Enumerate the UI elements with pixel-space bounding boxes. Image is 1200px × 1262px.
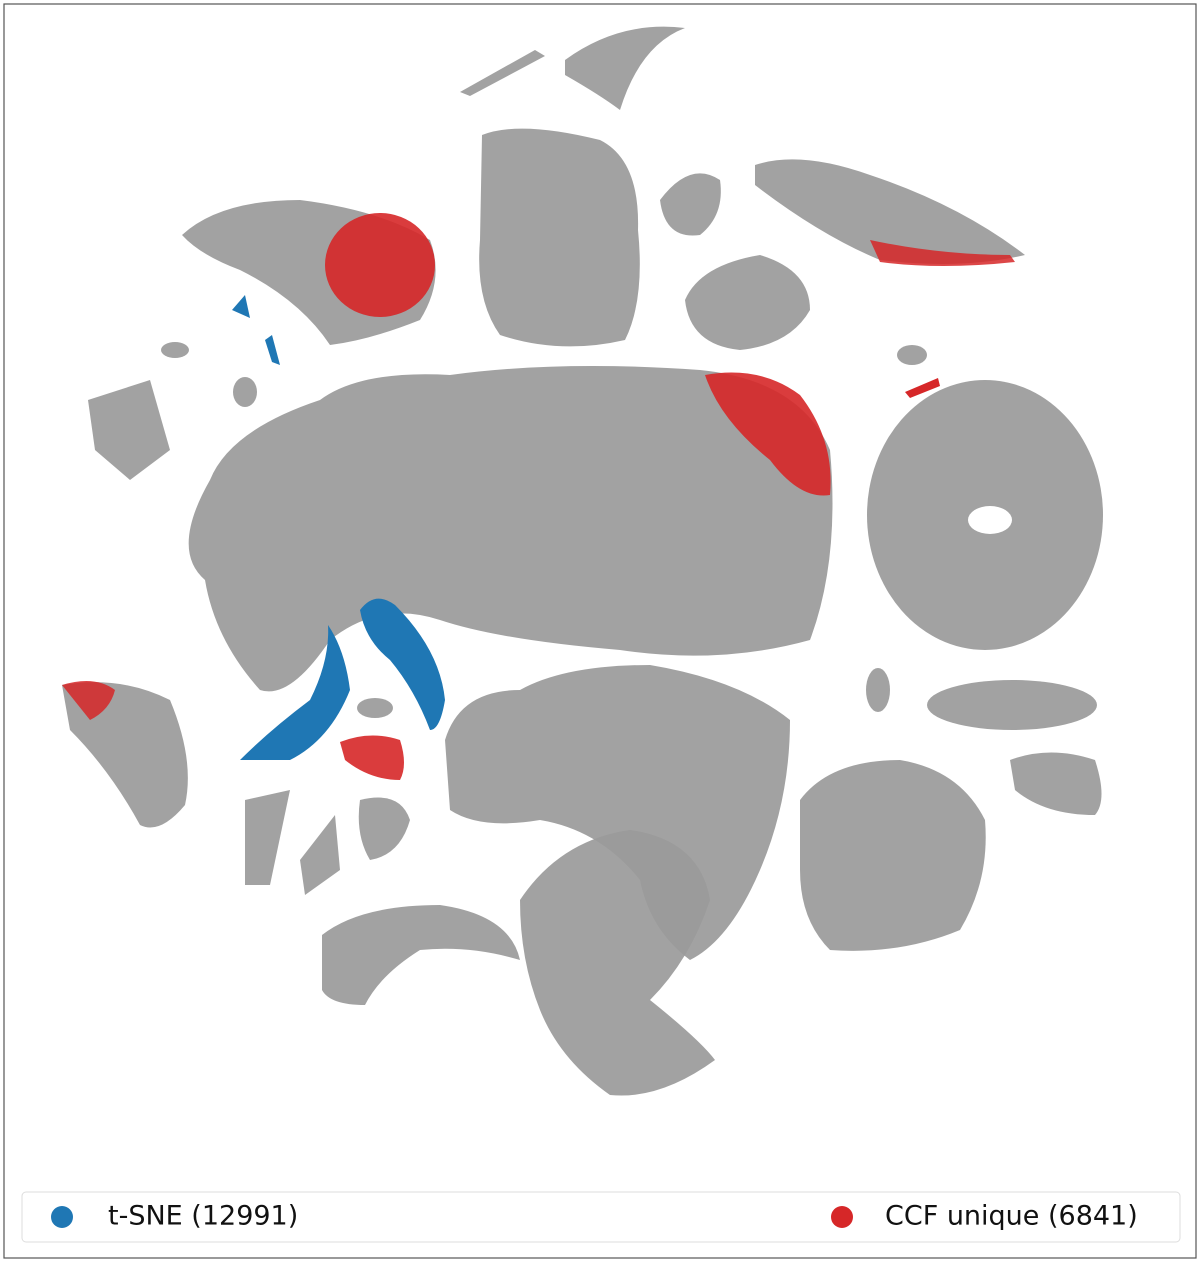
ccf-patch bbox=[340, 735, 404, 780]
cluster bbox=[479, 128, 640, 347]
legend-marker bbox=[51, 1206, 73, 1228]
cluster bbox=[1010, 752, 1102, 815]
cluster bbox=[322, 905, 520, 1005]
legend-label: CCF unique (6841) bbox=[885, 1201, 1138, 1232]
ccf-patch bbox=[62, 681, 115, 720]
cluster bbox=[62, 682, 188, 828]
tsne-patch bbox=[240, 625, 350, 760]
cluster bbox=[233, 377, 257, 407]
tsne-patch bbox=[232, 295, 250, 318]
legend-marker bbox=[831, 1206, 853, 1228]
cluster bbox=[866, 668, 890, 712]
cluster bbox=[755, 159, 1025, 264]
ccf-patch bbox=[325, 213, 435, 317]
ccf-patch bbox=[705, 372, 831, 496]
gray-clusters bbox=[62, 26, 1103, 1096]
cluster bbox=[88, 380, 170, 480]
legend-box bbox=[21, 1191, 1181, 1243]
cluster bbox=[245, 790, 290, 885]
cluster bbox=[188, 366, 833, 692]
cluster bbox=[565, 26, 685, 110]
cluster bbox=[161, 342, 189, 358]
ccf-patch bbox=[905, 378, 940, 398]
cluster bbox=[800, 760, 986, 951]
cluster bbox=[358, 797, 410, 860]
tsne-patch bbox=[360, 598, 445, 730]
cluster bbox=[357, 698, 393, 718]
cluster bbox=[927, 680, 1097, 730]
highlighted-clusters bbox=[62, 213, 1015, 780]
cluster-hole bbox=[968, 506, 1012, 534]
ccf-patch bbox=[870, 240, 1015, 266]
legend-label: t-SNE (12991) bbox=[108, 1201, 298, 1232]
cluster bbox=[685, 255, 810, 350]
cluster bbox=[660, 173, 721, 236]
cluster bbox=[300, 815, 340, 895]
cluster bbox=[897, 345, 927, 365]
cluster bbox=[520, 830, 715, 1096]
cluster bbox=[460, 50, 545, 96]
tsne-patch bbox=[265, 335, 280, 365]
